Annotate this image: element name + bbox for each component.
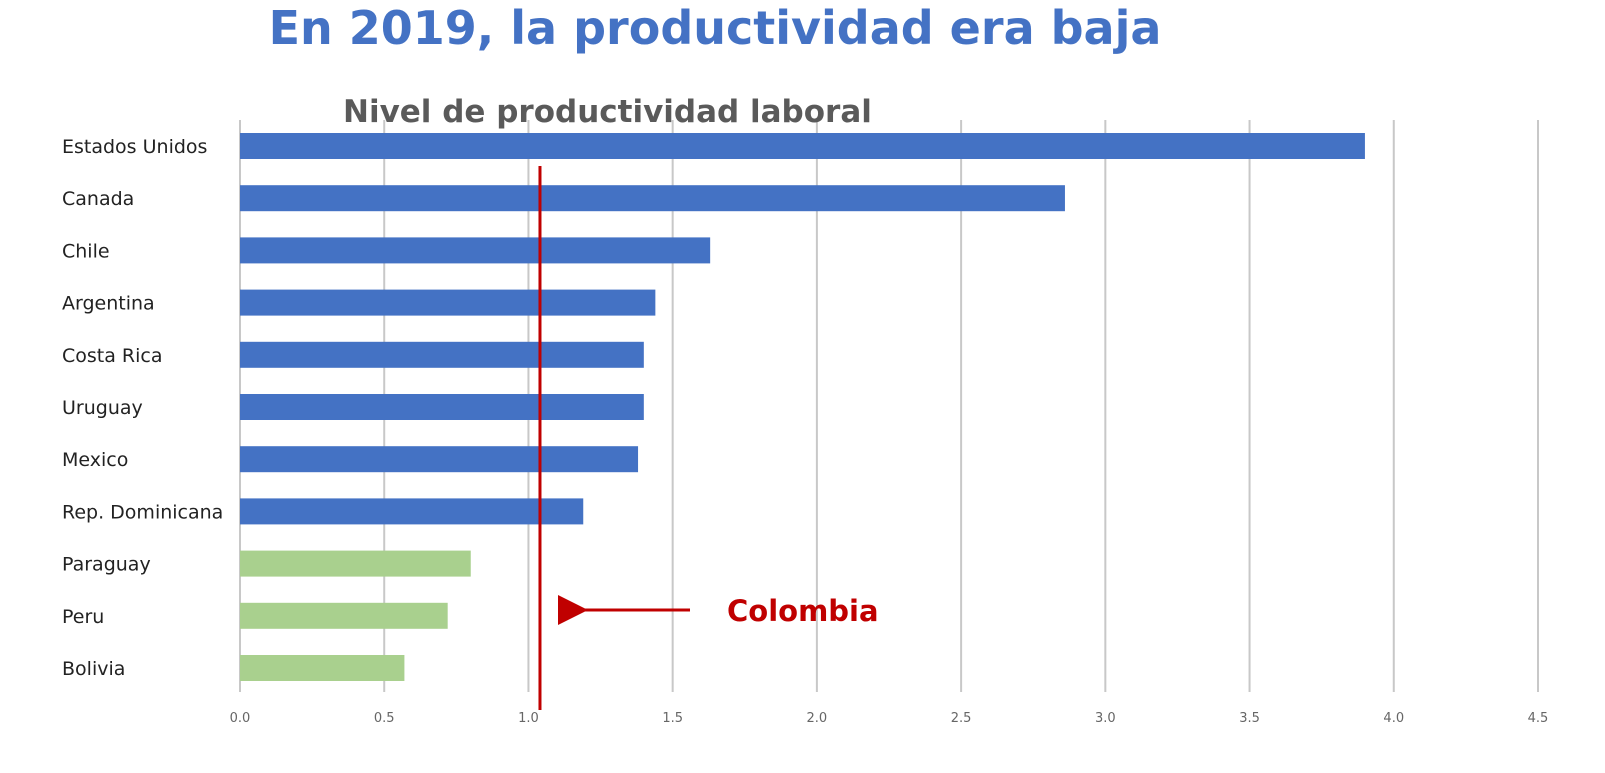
bar: [240, 237, 711, 264]
x-tick-label: 2.5: [951, 711, 972, 726]
chart-title: Nivel de productividad laboral: [343, 94, 872, 130]
x-tick-label: 1.0: [518, 711, 539, 726]
bar: [240, 394, 644, 420]
category-label: Costa Rica: [62, 345, 163, 367]
x-tick-label: 0.0: [230, 711, 251, 726]
x-axis-tick-labels: 0.0 0.5 1.0 1.5 2.0 2.5 3.0 3.5 4.0 4.5: [230, 711, 1549, 726]
category-label: Argentina: [62, 293, 155, 315]
x-tick-label: 3.5: [1239, 711, 1260, 726]
category-label: Paraguay: [62, 554, 151, 576]
category-label: Uruguay: [62, 397, 143, 419]
category-label: Bolivia: [62, 658, 125, 680]
bar: [240, 185, 1065, 212]
bars: [240, 133, 1365, 681]
bar: [240, 602, 448, 629]
x-tick-label: 3.0: [1095, 711, 1116, 726]
category-label: Mexico: [62, 449, 128, 471]
bar: [240, 289, 656, 316]
category-label: Estados Unidos: [62, 136, 207, 158]
slide-title: En 2019, la productividad era baja: [268, 1, 1162, 55]
x-tick-label: 4.0: [1383, 711, 1404, 726]
bar: [240, 133, 1365, 159]
category-label: Rep. Dominicana: [62, 501, 223, 523]
bar: [240, 655, 405, 681]
category-label: Chile: [62, 240, 110, 262]
bar: [240, 550, 471, 577]
x-tick-label: 1.5: [662, 711, 683, 726]
reference-line-label: Colombia: [727, 594, 879, 628]
x-tick-label: 2.0: [807, 711, 828, 726]
category-label: Canada: [62, 188, 134, 210]
reference-annotation: Colombia: [538, 166, 879, 710]
bar: [240, 341, 644, 368]
bar: [240, 498, 584, 525]
x-tick-label: 4.5: [1528, 711, 1549, 726]
category-labels: Estados Unidos Canada Chile Argentina Costa …: [62, 136, 223, 680]
category-label: Peru: [62, 606, 104, 628]
bar: [240, 446, 639, 473]
x-tick-label: 0.5: [374, 711, 395, 726]
